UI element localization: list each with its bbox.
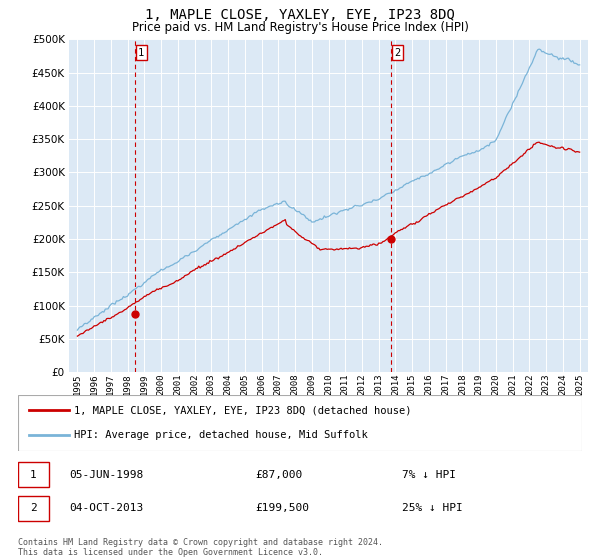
FancyBboxPatch shape [18,496,49,521]
FancyBboxPatch shape [18,395,582,451]
Text: 1: 1 [138,48,145,58]
Text: 2: 2 [30,503,37,513]
Text: 2: 2 [395,48,401,58]
Text: 1: 1 [30,470,37,479]
FancyBboxPatch shape [18,463,49,487]
Text: £87,000: £87,000 [255,470,302,479]
Text: Price paid vs. HM Land Registry's House Price Index (HPI): Price paid vs. HM Land Registry's House … [131,21,469,34]
Text: 7% ↓ HPI: 7% ↓ HPI [401,470,455,479]
Text: Contains HM Land Registry data © Crown copyright and database right 2024.
This d: Contains HM Land Registry data © Crown c… [18,538,383,557]
Text: 04-OCT-2013: 04-OCT-2013 [69,503,143,513]
Text: 1, MAPLE CLOSE, YAXLEY, EYE, IP23 8DQ (detached house): 1, MAPLE CLOSE, YAXLEY, EYE, IP23 8DQ (d… [74,405,412,416]
Text: 1, MAPLE CLOSE, YAXLEY, EYE, IP23 8DQ: 1, MAPLE CLOSE, YAXLEY, EYE, IP23 8DQ [145,8,455,22]
Text: 25% ↓ HPI: 25% ↓ HPI [401,503,462,513]
Text: £199,500: £199,500 [255,503,309,513]
Text: 05-JUN-1998: 05-JUN-1998 [69,470,143,479]
Text: HPI: Average price, detached house, Mid Suffolk: HPI: Average price, detached house, Mid … [74,430,368,440]
